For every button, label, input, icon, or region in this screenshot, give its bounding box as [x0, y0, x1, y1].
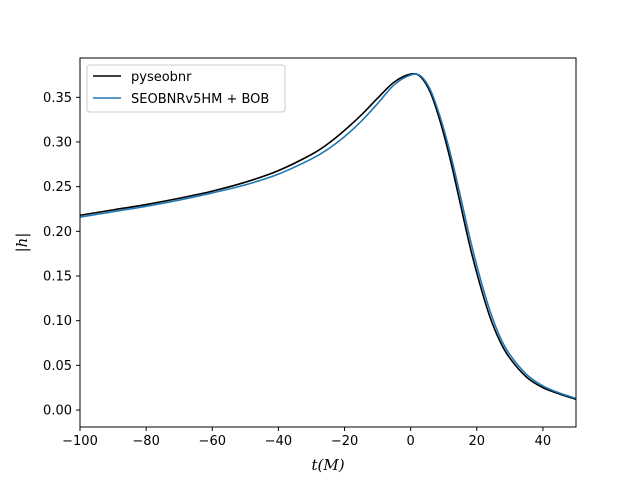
y-tick-label: 0.30: [43, 135, 72, 150]
legend-box: [86, 64, 286, 113]
x-tick-label: −100: [62, 434, 98, 449]
y-tick-label: 0.35: [43, 91, 72, 106]
y-tick-label: 0.15: [43, 270, 72, 285]
series-line-1: [80, 72, 576, 401]
x-tick-label: 40: [535, 434, 552, 449]
y-tick-label: 0.25: [43, 180, 72, 195]
axes-frame: [79, 57, 577, 428]
x-tick-label: −60: [199, 434, 226, 449]
x-tick-label: −80: [132, 434, 159, 449]
y-tick-label: 0.00: [43, 404, 72, 419]
x-tick-label: 0: [407, 434, 415, 449]
y-tick-label: 0.20: [43, 225, 72, 240]
y-axis-label: |h|: [13, 233, 31, 253]
y-axis-ticks: 0.00 0.05 0.10 0.15 0.20 0.25 0.30 0.35: [43, 91, 80, 419]
x-tick-label: 20: [469, 434, 486, 449]
legend: pyseobnr SEOBNRv5HM + BOB: [86, 64, 286, 113]
series-lines: [80, 72, 576, 401]
x-axis-label: t(M): [311, 456, 344, 474]
y-tick-label: 0.10: [43, 314, 72, 329]
legend-entry-label: SEOBNRv5HM + BOB: [131, 92, 269, 107]
legend-entry-label: pyseobnr: [131, 70, 192, 85]
y-tick-label: 0.05: [43, 359, 72, 374]
x-axis-ticks: −100 −80 −60 −40 −20 0 20 40: [62, 427, 551, 449]
x-tick-label: −40: [265, 434, 292, 449]
series-line-2: [80, 73, 576, 400]
x-tick-label: −20: [331, 434, 358, 449]
